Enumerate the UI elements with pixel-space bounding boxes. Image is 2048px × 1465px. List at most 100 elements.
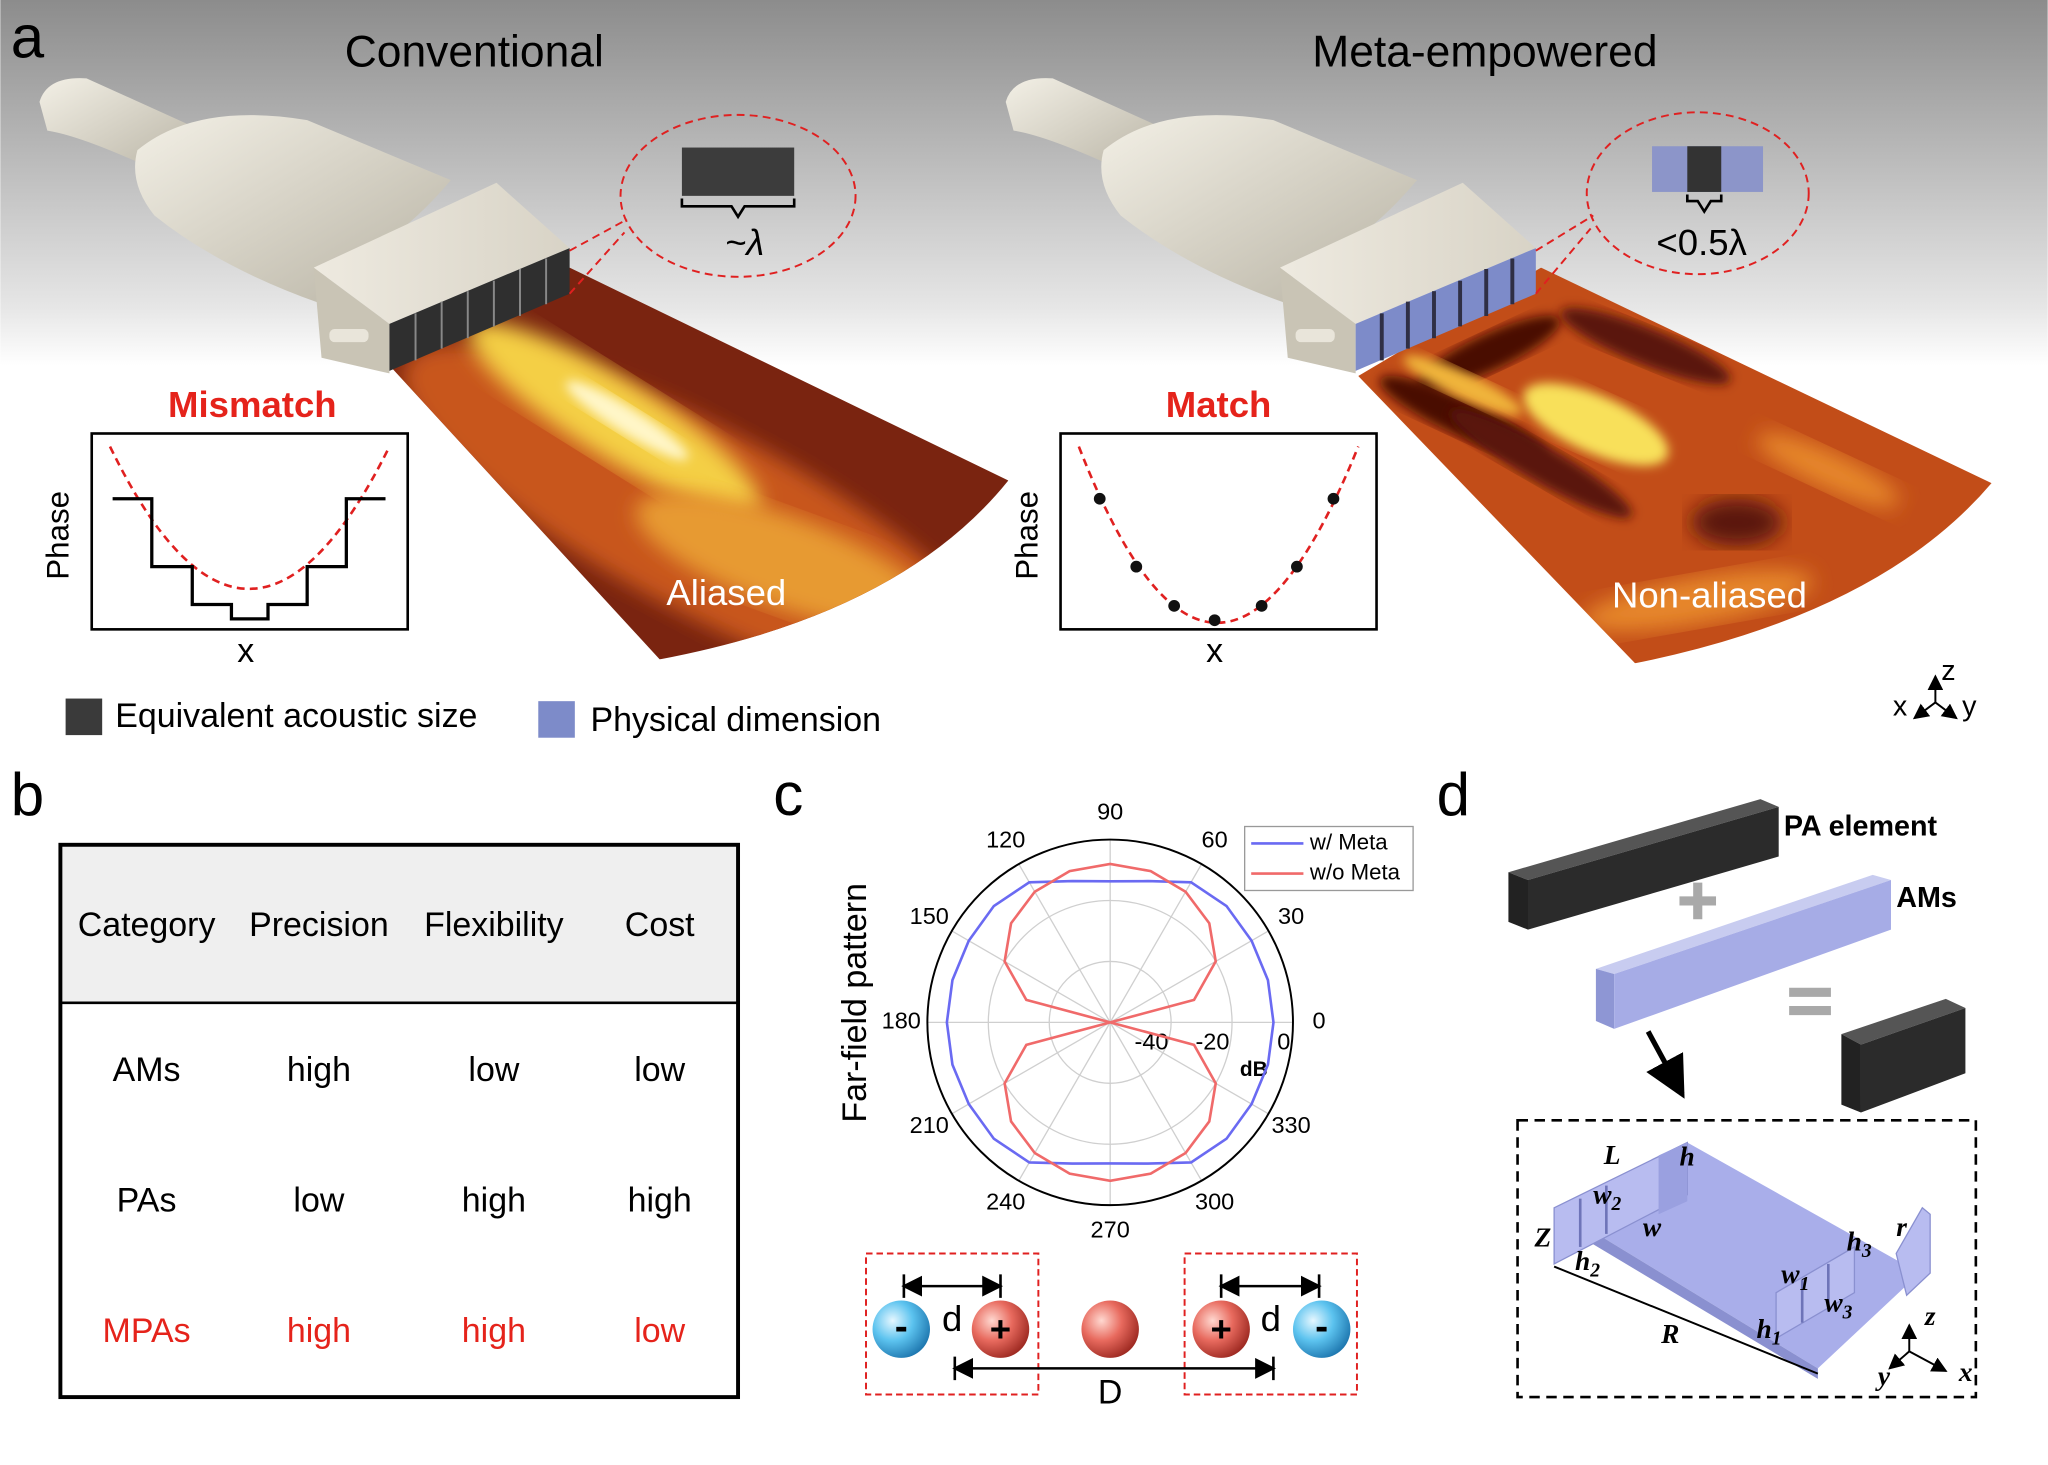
table [58,842,741,1400]
table-header-cell: Category [78,906,216,944]
angle-tick-label: 180 [882,1008,921,1034]
dimension-label: h2 [1575,1246,1600,1281]
legend-label: w/ Meta [1309,829,1388,854]
spacing-label: d [942,1298,962,1339]
panel-label: b [11,761,44,828]
unit-cell [1553,1141,1931,1379]
axes-icon [1888,1323,1948,1372]
axis-label: Phase [41,491,76,580]
part-label: AMs [1896,882,1957,914]
grid-circle [987,899,1233,1145]
discrete-phase [112,497,386,621]
callout-label: <0.5λ [1656,222,1746,263]
distance-label: D [1098,1373,1123,1411]
status-label: Mismatch [168,384,337,425]
sampled-phase [1093,492,1340,627]
dimension-symbol: h [1756,1314,1771,1344]
legend-swatch [65,698,103,736]
dimension-symbol: h [1679,1142,1694,1172]
callout-label: ~λ [725,222,764,263]
dimension-subscript: 1 [1800,1273,1810,1294]
axis-label: Phase [1010,491,1045,580]
grid-spoke [951,1021,1111,1115]
angle-tick-label: 30 [1278,903,1304,929]
spacing-label: d [1261,1298,1281,1339]
angle-tick-label: 0 [1313,1008,1326,1034]
equals-sign [1789,987,1831,1016]
table-cell: AMs [113,1051,181,1089]
legend-label: w/o Meta [1309,859,1401,884]
charge-sign: + [1210,1308,1231,1349]
bracket [1685,194,1723,214]
dimension-label: h1 [1756,1314,1781,1349]
dimension-label: h3 [1847,1227,1872,1262]
table-cell: high [287,1051,351,1089]
plus-sign [1679,882,1717,920]
dimension-arrow [901,1274,1322,1381]
axis-name: z [1924,1301,1936,1331]
dimension-label: r [1896,1212,1907,1242]
angle-tick-label: 270 [1091,1216,1130,1242]
panel-title: Meta-empowered [1312,28,1657,77]
element-size-icon [1687,146,1722,192]
dimension-label: Z [1534,1223,1552,1253]
dimension-subscript: 2 [1589,1260,1600,1281]
angle-tick-label: 240 [986,1188,1025,1214]
pattern-curve [1003,862,1218,1183]
grid-spoke [951,930,1111,1023]
dimension-label: R [1660,1319,1679,1349]
legend-label: Equivalent acoustic size [115,697,477,735]
axis-label: Far-field pattern [836,883,874,1123]
charge-sign: - [1315,1306,1328,1349]
dimension-symbol: w [1824,1288,1843,1318]
arrow [1645,1030,1685,1099]
beam-label: Aliased [666,572,786,613]
dimension-symbol: h [1575,1246,1590,1276]
element-size-icon [681,147,795,196]
grid-circle [1048,960,1172,1084]
angle-tick-label: 210 [910,1112,949,1138]
dimension-symbol: R [1660,1319,1679,1349]
panel-label: c [773,761,803,828]
array-meta [1355,248,1536,371]
table-cell: high [462,1182,526,1220]
panel-label: a [11,4,45,71]
combined-element [1841,998,1966,1113]
panel-label: d [1437,761,1470,828]
dimension-symbol: r [1896,1212,1907,1242]
callout [568,111,1810,295]
axis-label: x [237,632,254,670]
grid-spoke [1109,1021,1269,1115]
pattern-curve [945,879,1275,1165]
dimension-symbol: w [1593,1180,1612,1210]
axis-name: x [1893,690,1908,722]
dimension-label: L [1603,1140,1621,1170]
table-header-cell: Precision [249,906,389,944]
table-cell: low [293,1182,344,1220]
dimension-subscript: 3 [1842,1302,1853,1323]
legend-swatch [538,701,575,738]
positive-source [971,1300,1030,1358]
pa-element [1508,799,1779,930]
dimension-label: w3 [1824,1288,1852,1323]
beam-label: Non-aliased [1612,575,1807,616]
axis-name: x [1958,1357,1973,1387]
dimension-symbol: w [1781,1259,1800,1289]
table-cell: MPAs [103,1312,191,1350]
array-conventional [389,248,570,371]
table-cell: low [634,1051,685,1089]
dimension-symbol: h [1847,1227,1862,1257]
table-cell: high [287,1312,351,1350]
grid-spoke [1109,863,1203,1023]
positive-source [1192,1300,1250,1358]
dimension-label: w1 [1781,1259,1809,1294]
table-header-cell: Flexibility [424,906,564,944]
r-unit: dB [1240,1058,1268,1081]
dimension-label: h [1679,1142,1694,1172]
axis-name: y [1875,1361,1891,1391]
axis-name: z [1941,655,1955,687]
charge-sign: + [990,1308,1011,1349]
angle-tick-label: 90 [1097,799,1123,825]
ideal-phase [1077,446,1360,624]
table-cell: low [634,1312,685,1350]
